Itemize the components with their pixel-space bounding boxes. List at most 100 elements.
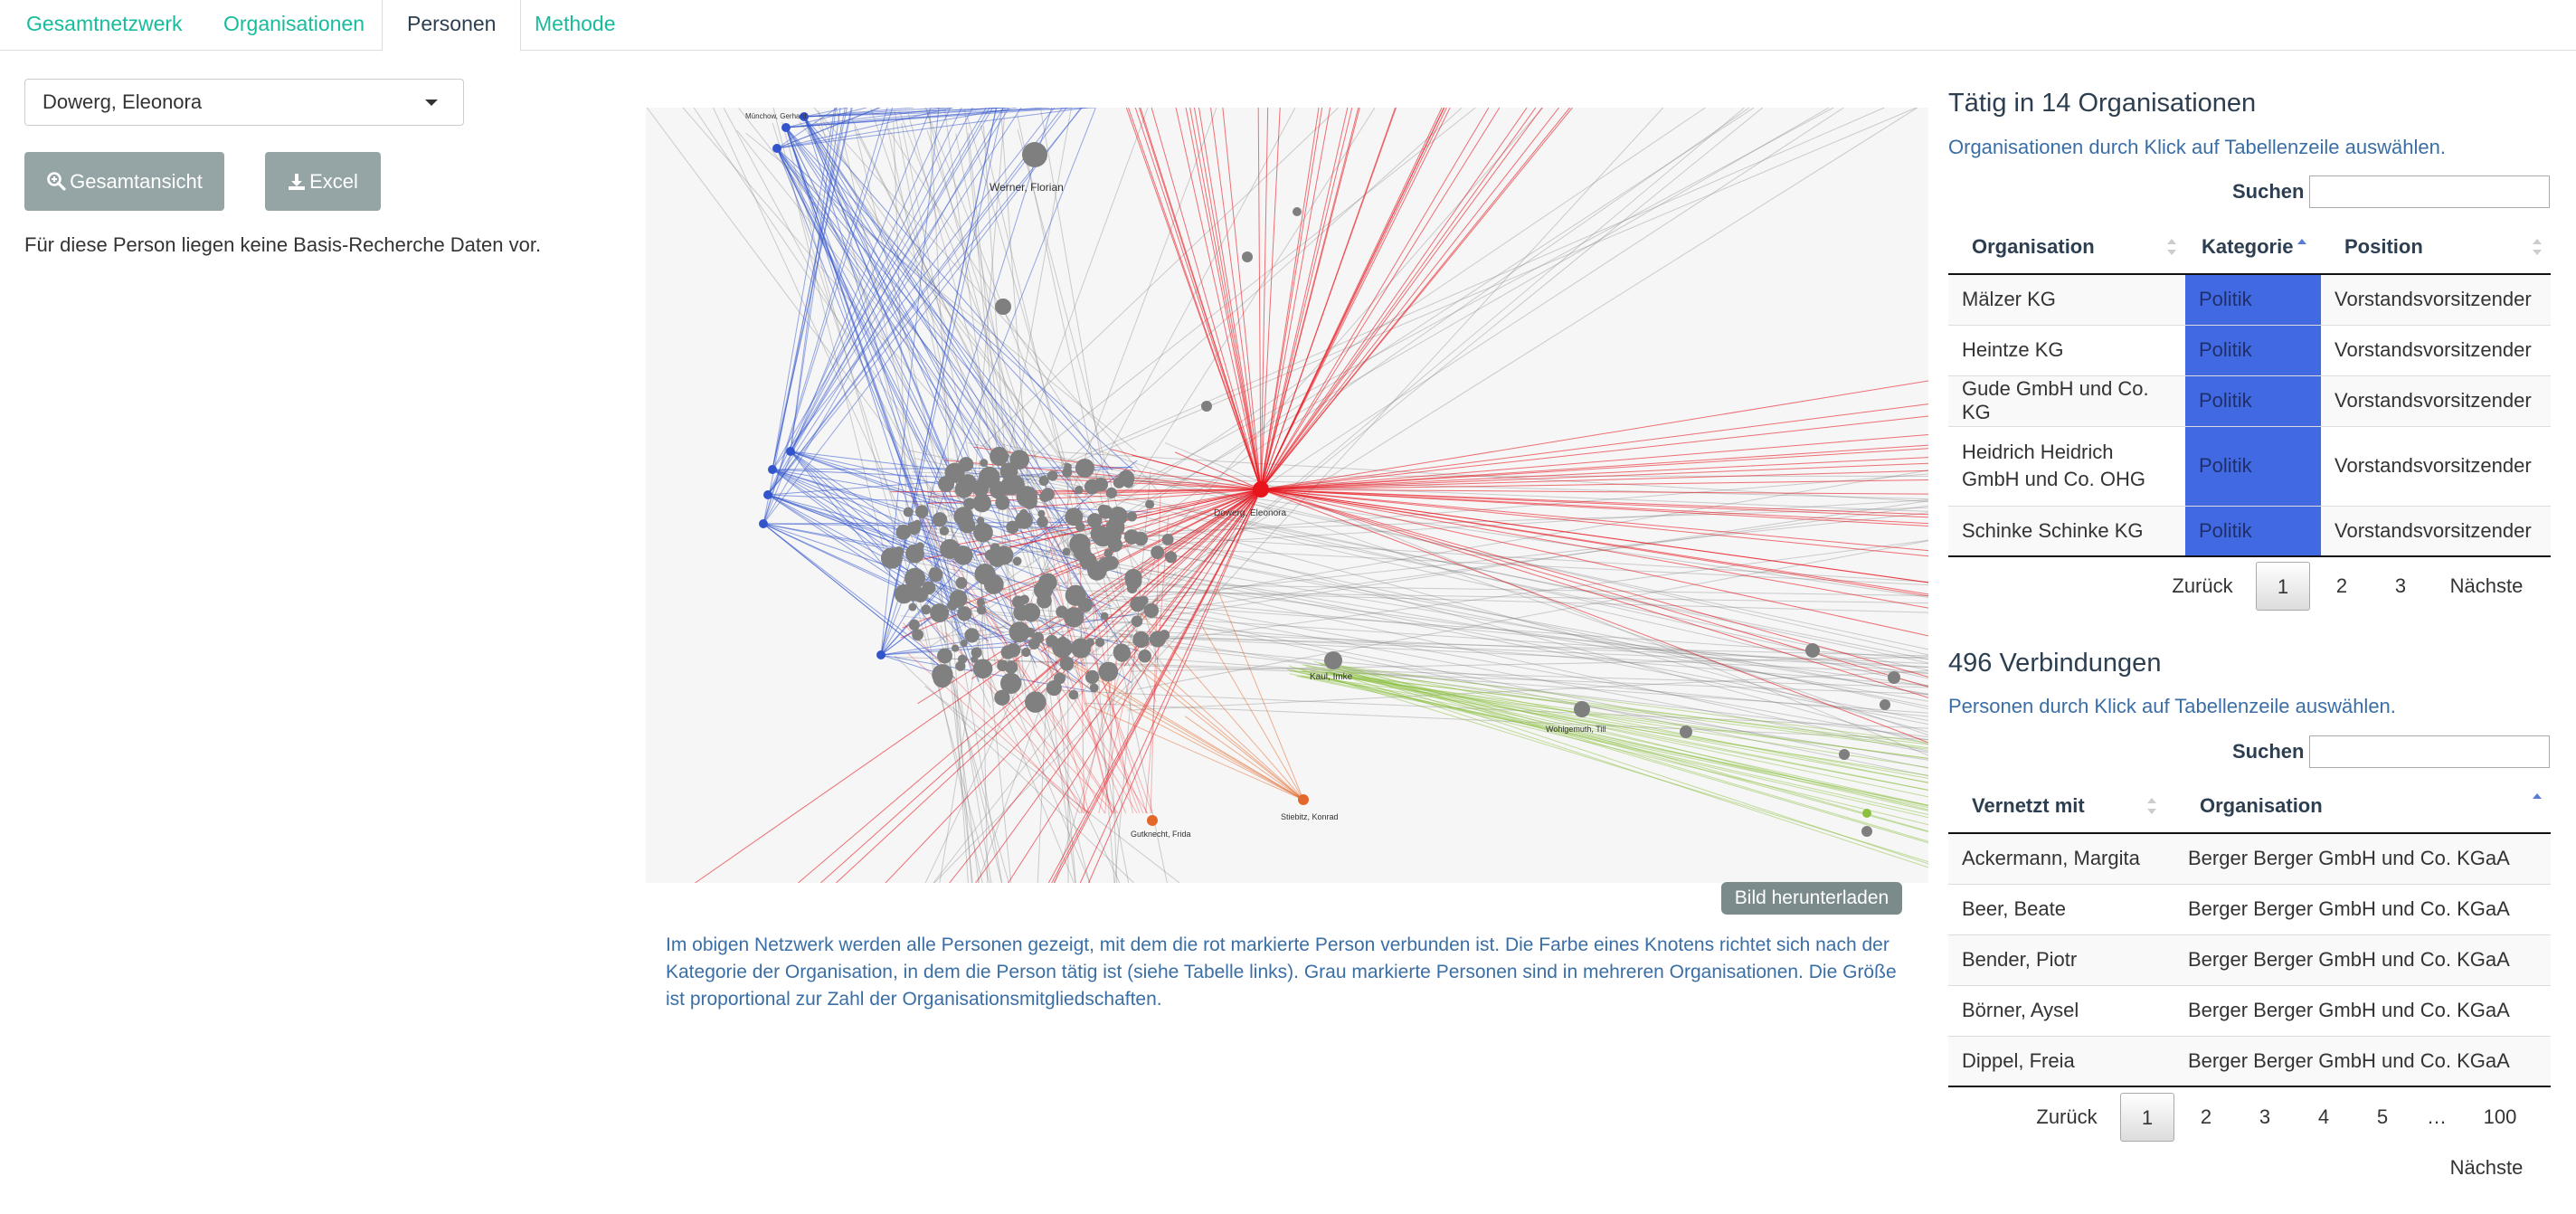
orgs-col-position[interactable]: Position [2321, 220, 2551, 275]
orgs-search-input[interactable] [2309, 175, 2550, 208]
pager-page[interactable]: 3 [2259, 1105, 2271, 1128]
graph-edge [1174, 451, 1262, 490]
graph-edge [1260, 488, 1928, 609]
pager-page[interactable]: 1 [2256, 562, 2310, 611]
graph-node [1084, 669, 1100, 685]
pager-page[interactable]: 4 [2317, 1105, 2330, 1128]
graph-edge [1083, 635, 1928, 657]
graph-edge [803, 116, 1113, 471]
orgs-col-kategorie[interactable]: Kategorie [2185, 220, 2321, 275]
pager-next[interactable]: Nächste [2449, 574, 2524, 597]
graph-node [1104, 555, 1119, 571]
pager-page[interactable]: 1 [2120, 1093, 2174, 1142]
graph-edge [952, 507, 1138, 814]
graph-edge [785, 108, 867, 128]
table-row[interactable]: Ackermann, Margita Berger Berger GmbH un… [1948, 832, 2551, 884]
graph-node [1065, 507, 1084, 526]
pager-page[interactable]: 100 [2483, 1105, 2517, 1128]
graph-edge [915, 512, 1117, 814]
graph-edge [767, 494, 1052, 594]
graph-edge [966, 116, 1095, 564]
org-name: Heidrich Heidrich GmbH und Co. OHG [1948, 425, 2185, 506]
graph-edge [1260, 108, 1360, 490]
graph-node [976, 605, 987, 615]
graph-edge [762, 108, 1004, 525]
excel-button[interactable]: Excel [265, 152, 381, 211]
graph-edge [1000, 108, 1844, 659]
table-row[interactable]: Mälzer KG Politik Vorstandsvorsitzender [1948, 273, 2551, 325]
table-row[interactable]: Dippel, Freia Berger Berger GmbH und Co.… [1948, 1035, 2551, 1087]
graph-edge [781, 121, 896, 536]
graph-node-blue [876, 650, 886, 659]
graph-edge [776, 108, 1087, 149]
orgs-hint: Organisationen durch Klick auf Tabellenz… [1948, 136, 2446, 158]
overview-button[interactable]: Gesamtansicht [24, 152, 224, 211]
graph-edge [1288, 665, 1928, 863]
pager-page[interactable]: 2 [2200, 1105, 2212, 1128]
graph-edge [1128, 545, 1928, 586]
graph-edge [1044, 108, 1463, 482]
graph-edge [772, 469, 998, 508]
download-image-button[interactable]: Bild herunterladen [1721, 882, 1902, 915]
tab-personen[interactable]: Personen [382, 0, 522, 52]
graph-edge [953, 689, 969, 883]
network-graph[interactable]: Dowerg, Eleonora Kaul, Imke Gutknecht, F… [646, 108, 1928, 883]
graph-edge [1141, 613, 1304, 801]
graph-edge [1026, 476, 1928, 512]
tab-gesamtnetzwerk[interactable]: Gesamtnetzwerk [26, 12, 183, 35]
pager-ellipsis: … [2427, 1105, 2447, 1128]
graph-node [932, 664, 953, 686]
graph-edge [944, 109, 1024, 695]
graph-node [973, 522, 993, 543]
org-name: Gude GmbH und Co. KG [1948, 375, 2185, 426]
graph-edge [1094, 108, 1745, 652]
graph-edge [1002, 491, 1928, 745]
tab-organisationen[interactable]: Organisationen [223, 12, 365, 35]
pager-page[interactable]: 5 [2376, 1105, 2389, 1128]
table-row[interactable]: Beer, Beate Berger Berger GmbH und Co. K… [1948, 883, 2551, 934]
graph-edge [803, 116, 948, 464]
pager-page[interactable]: 3 [2394, 574, 2407, 597]
connections-col-name[interactable]: Vernetzt mit [1948, 779, 2174, 834]
graph-edge [762, 523, 947, 666]
graph-node [1105, 487, 1117, 499]
connection-name: Dippel, Freia [1948, 1035, 2174, 1087]
table-row[interactable]: Heintze KG Politik Vorstandsvorsitzender [1948, 324, 2551, 375]
graph-edge [1019, 108, 1476, 468]
table-row[interactable]: Gude GmbH und Co. KG Politik Vorstandsvo… [1948, 375, 2551, 426]
orgs-col-organisation[interactable]: Organisation [1948, 220, 2185, 275]
connections-col-organisation[interactable]: Organisation [2174, 779, 2551, 834]
pager-page[interactable]: 2 [2335, 574, 2348, 597]
pager-next[interactable]: Nächste [2449, 1156, 2524, 1179]
table-row[interactable]: Schinke Schinke KG Politik Vorstandsvors… [1948, 505, 2551, 557]
connections-header-row: Vernetzt mit Organisation [1948, 779, 2551, 834]
connections-search-input[interactable] [2309, 735, 2550, 768]
table-row[interactable]: Börner, Aysel Berger Berger GmbH und Co.… [1948, 984, 2551, 1036]
graph-edge [1164, 603, 1928, 741]
table-row[interactable]: Heidrich Heidrich GmbH und Co. OHG Polit… [1948, 425, 2551, 506]
graph-edge [1260, 108, 1501, 490]
graph-edge [762, 523, 1019, 645]
network-graph-canvas[interactable]: Dowerg, Eleonora Kaul, Imke Gutknecht, F… [646, 108, 1928, 883]
org-position: Vorstandsvorsitzender [2321, 273, 2551, 325]
graph-edge [1286, 669, 1928, 807]
tab-methode[interactable]: Methode [535, 12, 616, 35]
graph-node-blue [781, 123, 791, 132]
pager-prev[interactable]: Zurück [2172, 574, 2233, 597]
graph-edge [1118, 635, 1928, 675]
table-row[interactable]: Bender, Piotr Berger Berger GmbH und Co.… [1948, 934, 2551, 985]
graph-node [1038, 475, 1049, 486]
graph-node [1064, 607, 1084, 628]
graph-edge [1008, 488, 1262, 883]
graph-edge [1017, 108, 1149, 463]
graph-node-blue [800, 112, 809, 121]
graph-node [930, 603, 950, 623]
graph-edge [785, 127, 1026, 504]
person-select[interactable]: Dowerg, Eleonora [24, 79, 464, 126]
graph-edge [1260, 108, 1543, 490]
graph-edge [870, 108, 1067, 679]
graph-edge [785, 108, 1072, 128]
graph-edge [1260, 108, 1397, 490]
connection-org: Berger Berger GmbH und Co. KGaA [2174, 1035, 2551, 1087]
pager-prev[interactable]: Zurück [2036, 1105, 2098, 1128]
